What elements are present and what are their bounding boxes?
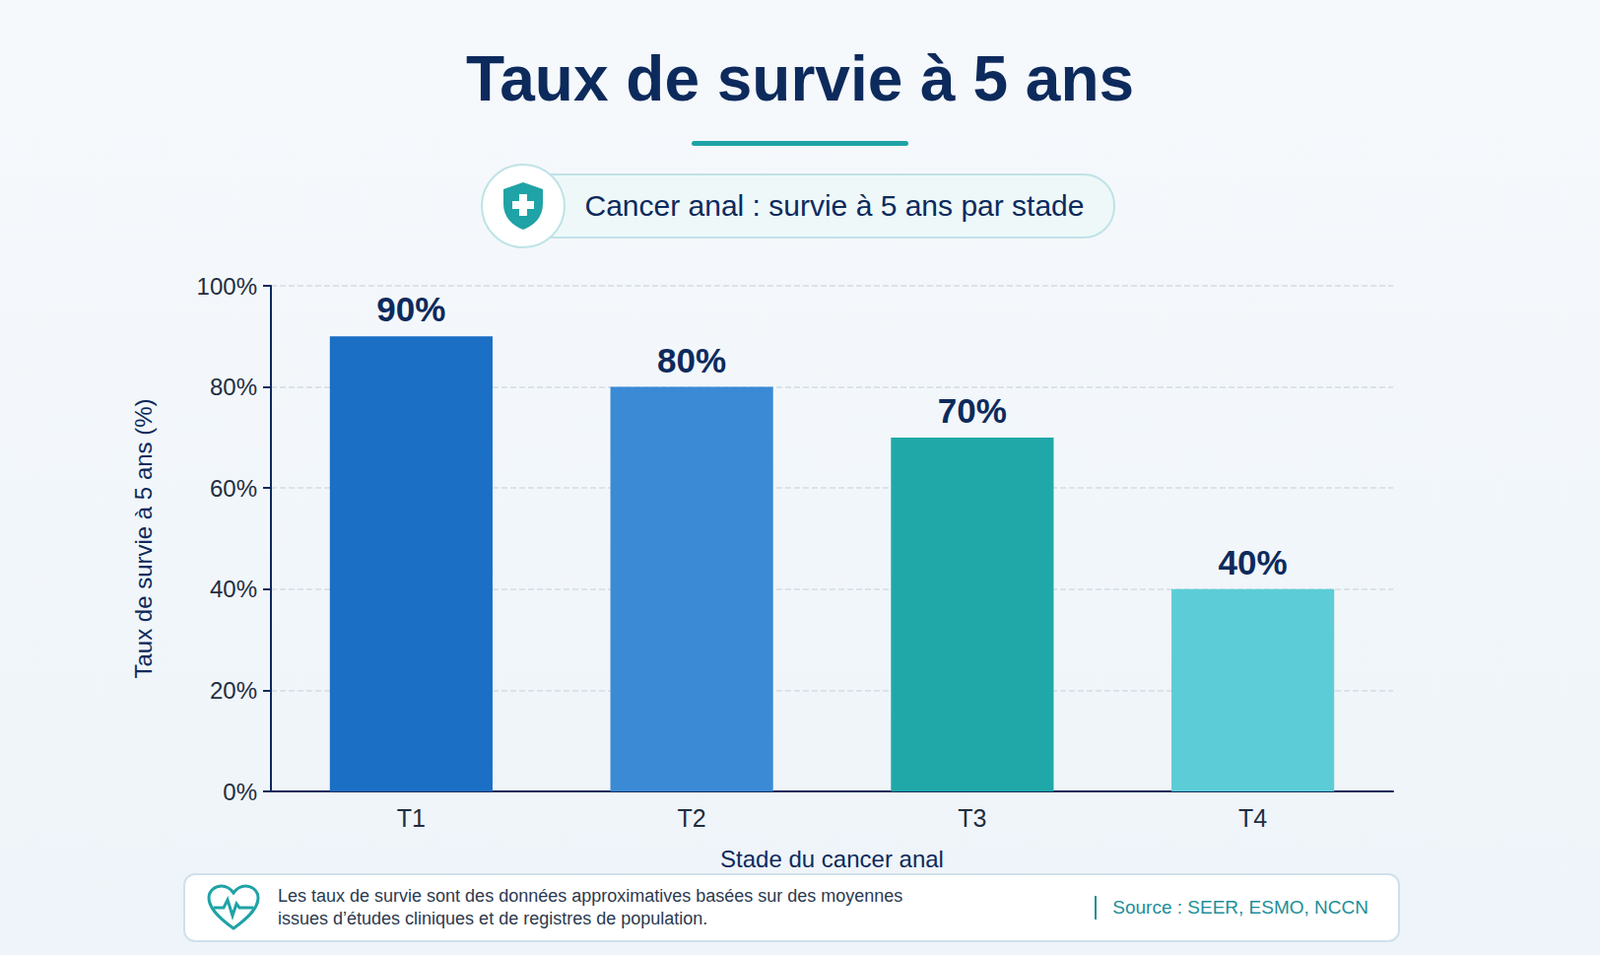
svg-text:60%: 60%	[209, 474, 258, 502]
svg-text:Stade du cancer anal: Stade du cancer anal	[720, 845, 944, 872]
svg-text:80%: 80%	[209, 373, 258, 400]
svg-text:T3: T3	[957, 803, 987, 832]
html-text:Source : SEER, ESMO, NCCN: Source : SEER, ESMO, NCCN	[1112, 896, 1369, 918]
svg-text:40%: 40%	[1218, 542, 1288, 582]
svg-text:20%: 20%	[209, 676, 258, 704]
html-text:Cancer anal : survie à 5 ans p: Cancer anal : survie à 5 ans par stade	[584, 189, 1085, 222]
svg-text:T1: T1	[397, 803, 426, 832]
html-text:issues d’études cliniques et d: issues d’études cliniques et de registre…	[277, 908, 708, 929]
svg-text:90%: 90%	[376, 289, 446, 329]
html-text:Taux de survie à 5 ans: Taux de survie à 5 ans	[465, 43, 1135, 115]
svg-text:80%: 80%	[657, 340, 727, 380]
html-text:Les taux de survie sont des do: Les taux de survie sont des données appr…	[277, 885, 903, 906]
svg-text:40%: 40%	[209, 575, 258, 602]
svg-text:T2: T2	[677, 803, 707, 832]
svg-text:70%: 70%	[937, 391, 1007, 430]
svg-text:100%: 100%	[197, 272, 258, 300]
svg-text:Taux de survie à 5 ans (%): Taux de survie à 5 ans (%)	[130, 398, 157, 678]
svg-text:0%: 0%	[222, 778, 258, 805]
svg-text:T4: T4	[1238, 803, 1267, 832]
